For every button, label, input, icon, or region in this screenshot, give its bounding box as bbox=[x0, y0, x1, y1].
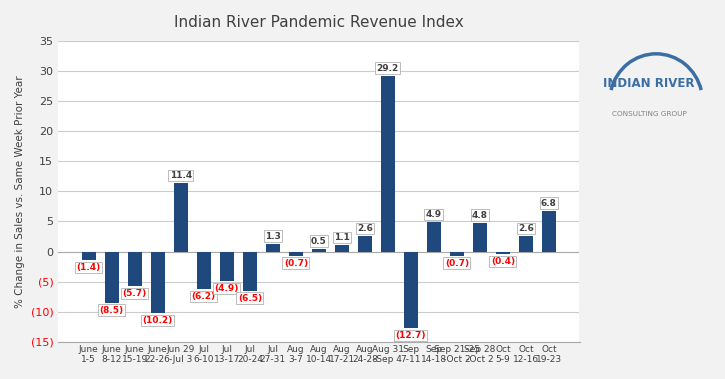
Y-axis label: % Change in Sales vs. Same Week Prior Year: % Change in Sales vs. Same Week Prior Ye… bbox=[15, 75, 25, 308]
Text: (0.7): (0.7) bbox=[445, 259, 469, 268]
Bar bbox=[450, 252, 464, 256]
Text: 4.8: 4.8 bbox=[472, 211, 488, 220]
Text: 29.2: 29.2 bbox=[377, 64, 399, 73]
Text: (0.7): (0.7) bbox=[283, 259, 308, 268]
Bar bbox=[243, 252, 257, 291]
Bar bbox=[151, 252, 165, 313]
Bar bbox=[519, 236, 533, 252]
Text: (6.5): (6.5) bbox=[238, 294, 262, 303]
Text: (10.2): (10.2) bbox=[143, 316, 173, 325]
Text: 4.9: 4.9 bbox=[426, 210, 442, 219]
Text: 11.4: 11.4 bbox=[170, 171, 192, 180]
Bar bbox=[197, 252, 211, 289]
Bar bbox=[427, 222, 441, 252]
Text: (8.5): (8.5) bbox=[100, 306, 124, 315]
Bar bbox=[381, 76, 394, 252]
Text: 1.1: 1.1 bbox=[334, 233, 349, 242]
Bar bbox=[220, 252, 233, 281]
Text: (1.4): (1.4) bbox=[77, 263, 101, 272]
Bar bbox=[266, 244, 280, 252]
Text: (0.4): (0.4) bbox=[491, 257, 515, 266]
Text: 1.3: 1.3 bbox=[265, 232, 281, 241]
Bar bbox=[542, 211, 556, 252]
Text: (12.7): (12.7) bbox=[396, 331, 426, 340]
Bar bbox=[404, 252, 418, 328]
Bar bbox=[174, 183, 188, 252]
Text: INDIAN RIVER: INDIAN RIVER bbox=[603, 77, 695, 90]
Text: 2.6: 2.6 bbox=[518, 224, 534, 233]
Bar bbox=[128, 252, 141, 286]
Bar bbox=[473, 222, 486, 252]
Text: 2.6: 2.6 bbox=[357, 224, 373, 233]
Text: 6.8: 6.8 bbox=[541, 199, 557, 208]
Bar bbox=[358, 236, 372, 252]
Text: (4.9): (4.9) bbox=[215, 284, 239, 293]
Text: (6.2): (6.2) bbox=[191, 292, 216, 301]
Title: Indian River Pandemic Revenue Index: Indian River Pandemic Revenue Index bbox=[174, 15, 464, 30]
Bar bbox=[496, 252, 510, 254]
Bar bbox=[82, 252, 96, 260]
Bar bbox=[105, 252, 119, 303]
Text: 0.5: 0.5 bbox=[311, 236, 327, 246]
Text: CONSULTING GROUP: CONSULTING GROUP bbox=[611, 111, 687, 117]
Bar bbox=[335, 245, 349, 252]
Bar bbox=[289, 252, 303, 256]
Bar bbox=[312, 249, 326, 252]
Text: (5.7): (5.7) bbox=[123, 289, 147, 298]
